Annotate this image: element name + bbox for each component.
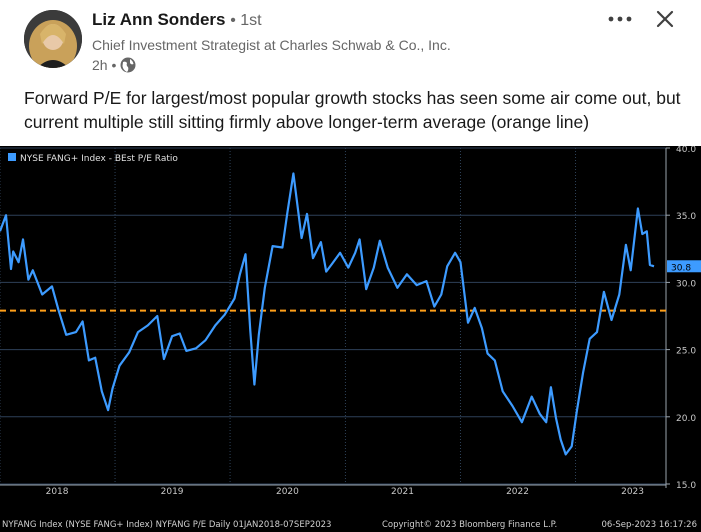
x-tick-label: 2020 xyxy=(276,487,299,497)
author-name[interactable]: Liz Ann Sonders xyxy=(92,10,226,29)
globe-icon xyxy=(120,57,136,73)
y-tick-label: 40.0 xyxy=(676,146,696,155)
y-tick-label: 15.0 xyxy=(676,481,696,491)
footer-source: NYFANG Index (NYSE FANG+ Index) NYFANG P… xyxy=(2,520,331,530)
pe-ratio-chart: 40.0 35.0 30.0 25.0 20.0 15.0 2018 2019 2020 2021… xyxy=(0,146,701,530)
footer-copyright: Copyright© 2023 Bloomberg Finance L.P. xyxy=(382,520,557,530)
author-headline: Chief Investment Strategist at Charles S… xyxy=(92,37,451,53)
y-tick-label: 30.0 xyxy=(676,279,696,289)
x-tick-label: 2018 xyxy=(46,487,69,497)
last-value-label: 30.8 xyxy=(671,263,691,273)
legend-label: NYSE FANG+ Index - BEst P/E Ratio xyxy=(20,154,178,164)
avatar[interactable] xyxy=(24,10,82,68)
x-tick-label: 2023 xyxy=(621,487,644,497)
last-value-badge xyxy=(667,260,701,273)
series-line xyxy=(0,172,655,456)
x-tick-label: 2021 xyxy=(391,487,414,497)
y-tick-label: 35.0 xyxy=(676,212,696,222)
y-tick-label: 20.0 xyxy=(676,414,696,424)
close-button[interactable] xyxy=(652,6,678,32)
y-tick-label: 25.0 xyxy=(676,347,696,357)
author-line: Liz Ann Sonders • 1st xyxy=(92,10,262,30)
legend-swatch xyxy=(8,153,16,161)
x-tick-label: 2019 xyxy=(161,487,184,497)
post-header: Liz Ann Sonders • 1st Chief Investment S… xyxy=(0,0,701,80)
more-options-button[interactable] xyxy=(606,8,638,30)
post-text: Forward P/E for largest/most popular gro… xyxy=(24,88,681,132)
footer-timestamp: 06-Sep-2023 16:17:26 xyxy=(602,520,697,530)
connection-degree: • 1st xyxy=(230,12,262,29)
more-horizontal-icon xyxy=(608,16,632,22)
post-time: 2h • xyxy=(92,57,117,73)
x-tick-label: 2022 xyxy=(506,487,529,497)
chart-container: 40.0 35.0 30.0 25.0 20.0 15.0 2018 2019 2020 2021… xyxy=(0,146,701,532)
post-meta: 2h • xyxy=(92,57,136,73)
close-icon xyxy=(656,10,674,28)
